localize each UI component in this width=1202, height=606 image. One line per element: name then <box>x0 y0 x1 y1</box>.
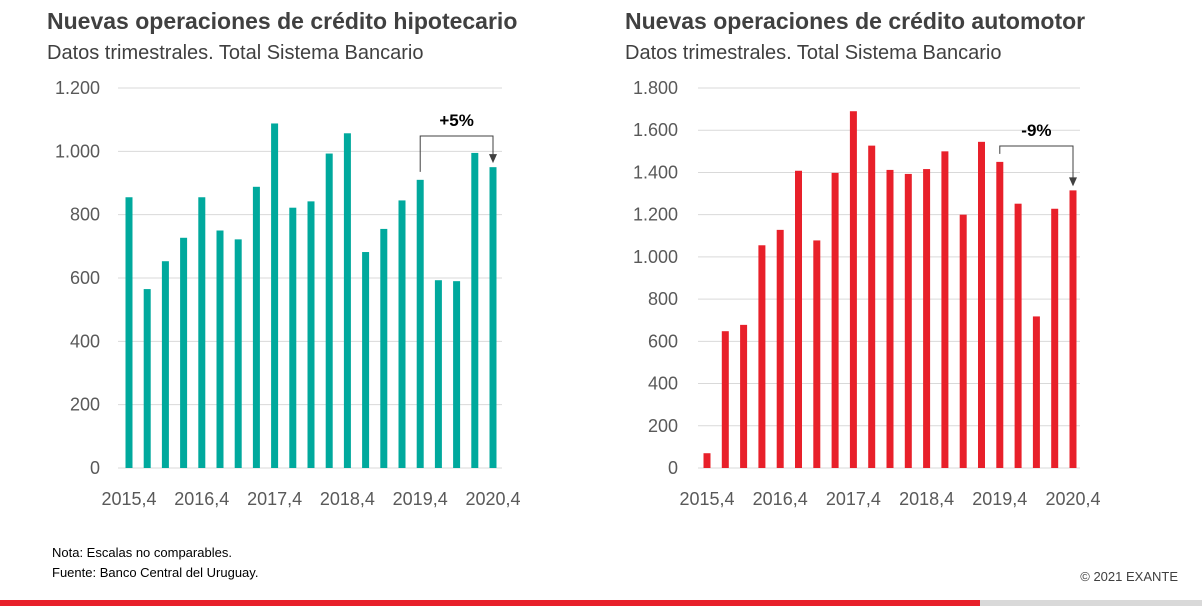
x-tick-label: 2018,4 <box>320 489 375 509</box>
x-tick-label: 2018,4 <box>899 489 954 509</box>
annotation-label: -9% <box>1021 121 1051 140</box>
bar <box>703 453 711 468</box>
bar <box>434 280 442 468</box>
bar <box>923 169 931 469</box>
x-tick-label: 2016,4 <box>174 489 229 509</box>
x-tick-label: 2019,4 <box>393 489 448 509</box>
bar <box>740 324 748 468</box>
x-tick-label: 2020,4 <box>1045 489 1100 509</box>
bar <box>978 141 985 469</box>
bar <box>776 229 784 468</box>
x-tick-label: 2015,4 <box>679 489 734 509</box>
bar <box>307 201 315 468</box>
bar <box>271 123 279 468</box>
bar <box>398 200 406 468</box>
bar <box>849 111 857 468</box>
y-tick-label: 1.800 <box>633 78 678 98</box>
bar <box>471 152 479 468</box>
auto-bar-chart: 0 200 400 600 800 1.000 1.200 1.400 1.600 1.800 20… <box>633 78 1101 509</box>
annotation-bracket <box>999 145 1074 179</box>
bar <box>143 289 151 468</box>
copyright-label: © 2021 EXANTE <box>1080 569 1178 584</box>
chart-title: Nuevas operaciones de crédito hipotecari… <box>47 8 518 34</box>
bar <box>416 179 424 469</box>
x-tick-label: 2020,4 <box>465 489 520 509</box>
bar <box>904 173 912 468</box>
chart-subtitle: Datos trimestrales. Total Sistema Bancar… <box>47 42 424 64</box>
note-scales: Nota: Escalas no comparables. <box>52 545 232 560</box>
x-tick-label: 2016,4 <box>753 489 808 509</box>
bar <box>343 133 351 469</box>
y-tick-label: 1.000 <box>55 141 100 161</box>
y-tick-label: 1.200 <box>633 205 678 225</box>
note-source: Fuente: Banco Central del Uruguay. <box>52 565 259 580</box>
bar <box>996 161 1004 468</box>
x-tick-label: 2017,4 <box>826 489 881 509</box>
bar <box>325 153 333 469</box>
y-tick-label: 1.000 <box>633 247 678 267</box>
bar <box>198 197 206 468</box>
bar <box>868 145 876 468</box>
bar <box>216 230 224 468</box>
change-annotation: +5% <box>419 111 497 172</box>
y-tick-label: 800 <box>70 205 100 225</box>
annotation-bracket <box>419 135 494 172</box>
mortgage-bar-chart: 0 200 400 600 800 1.000 1.200 2015,4 2016,4 2017,… <box>55 78 521 509</box>
x-tick-label: 2015,4 <box>101 489 156 509</box>
y-tick-label: 600 <box>70 268 100 288</box>
chart-title: Nuevas operaciones de crédito automotor <box>625 8 1086 34</box>
bar <box>289 207 297 468</box>
bar <box>831 172 839 468</box>
bar <box>180 237 188 468</box>
change-annotation: -9% <box>999 121 1077 187</box>
bar <box>362 252 370 468</box>
bar <box>489 167 497 468</box>
bar <box>795 170 802 468</box>
y-tick-label: 0 <box>668 458 678 478</box>
y-tick-label: 200 <box>648 416 678 436</box>
bar <box>1032 316 1040 468</box>
bar <box>234 239 242 468</box>
y-tick-label: 400 <box>648 374 678 394</box>
y-tick-label: 1.200 <box>55 78 100 98</box>
y-tick-label: 1.400 <box>633 162 678 182</box>
bar <box>161 261 169 468</box>
footnotes: Nota: Escalas no comparables. Fuente: Ba… <box>52 543 258 583</box>
annotation-arrowhead <box>1069 177 1077 187</box>
bar <box>959 214 967 468</box>
y-tick-label: 800 <box>648 289 678 309</box>
annotation-arrowhead <box>489 154 497 164</box>
bar <box>1014 203 1022 468</box>
footer-gray-bar <box>980 600 1202 606</box>
annotation-label: +5% <box>439 111 474 130</box>
footer-accent-bar <box>0 600 980 606</box>
bar <box>1069 190 1077 468</box>
x-tick-label: 2017,4 <box>247 489 302 509</box>
bar <box>758 245 766 468</box>
x-tick-label: 2019,4 <box>972 489 1027 509</box>
bar <box>252 186 260 469</box>
bar <box>380 228 388 468</box>
bar <box>813 240 821 468</box>
y-tick-label: 600 <box>648 331 678 351</box>
bar <box>721 331 729 468</box>
bar <box>886 169 894 468</box>
y-tick-label: 0 <box>90 458 100 478</box>
y-tick-label: 1.600 <box>633 120 678 140</box>
bar <box>941 151 949 469</box>
y-tick-label: 200 <box>70 395 100 415</box>
y-tick-label: 400 <box>70 331 100 351</box>
bar <box>1051 208 1059 468</box>
bar <box>125 197 133 468</box>
chart-subtitle: Datos trimestrales. Total Sistema Bancar… <box>625 42 1002 64</box>
bar <box>453 281 461 468</box>
